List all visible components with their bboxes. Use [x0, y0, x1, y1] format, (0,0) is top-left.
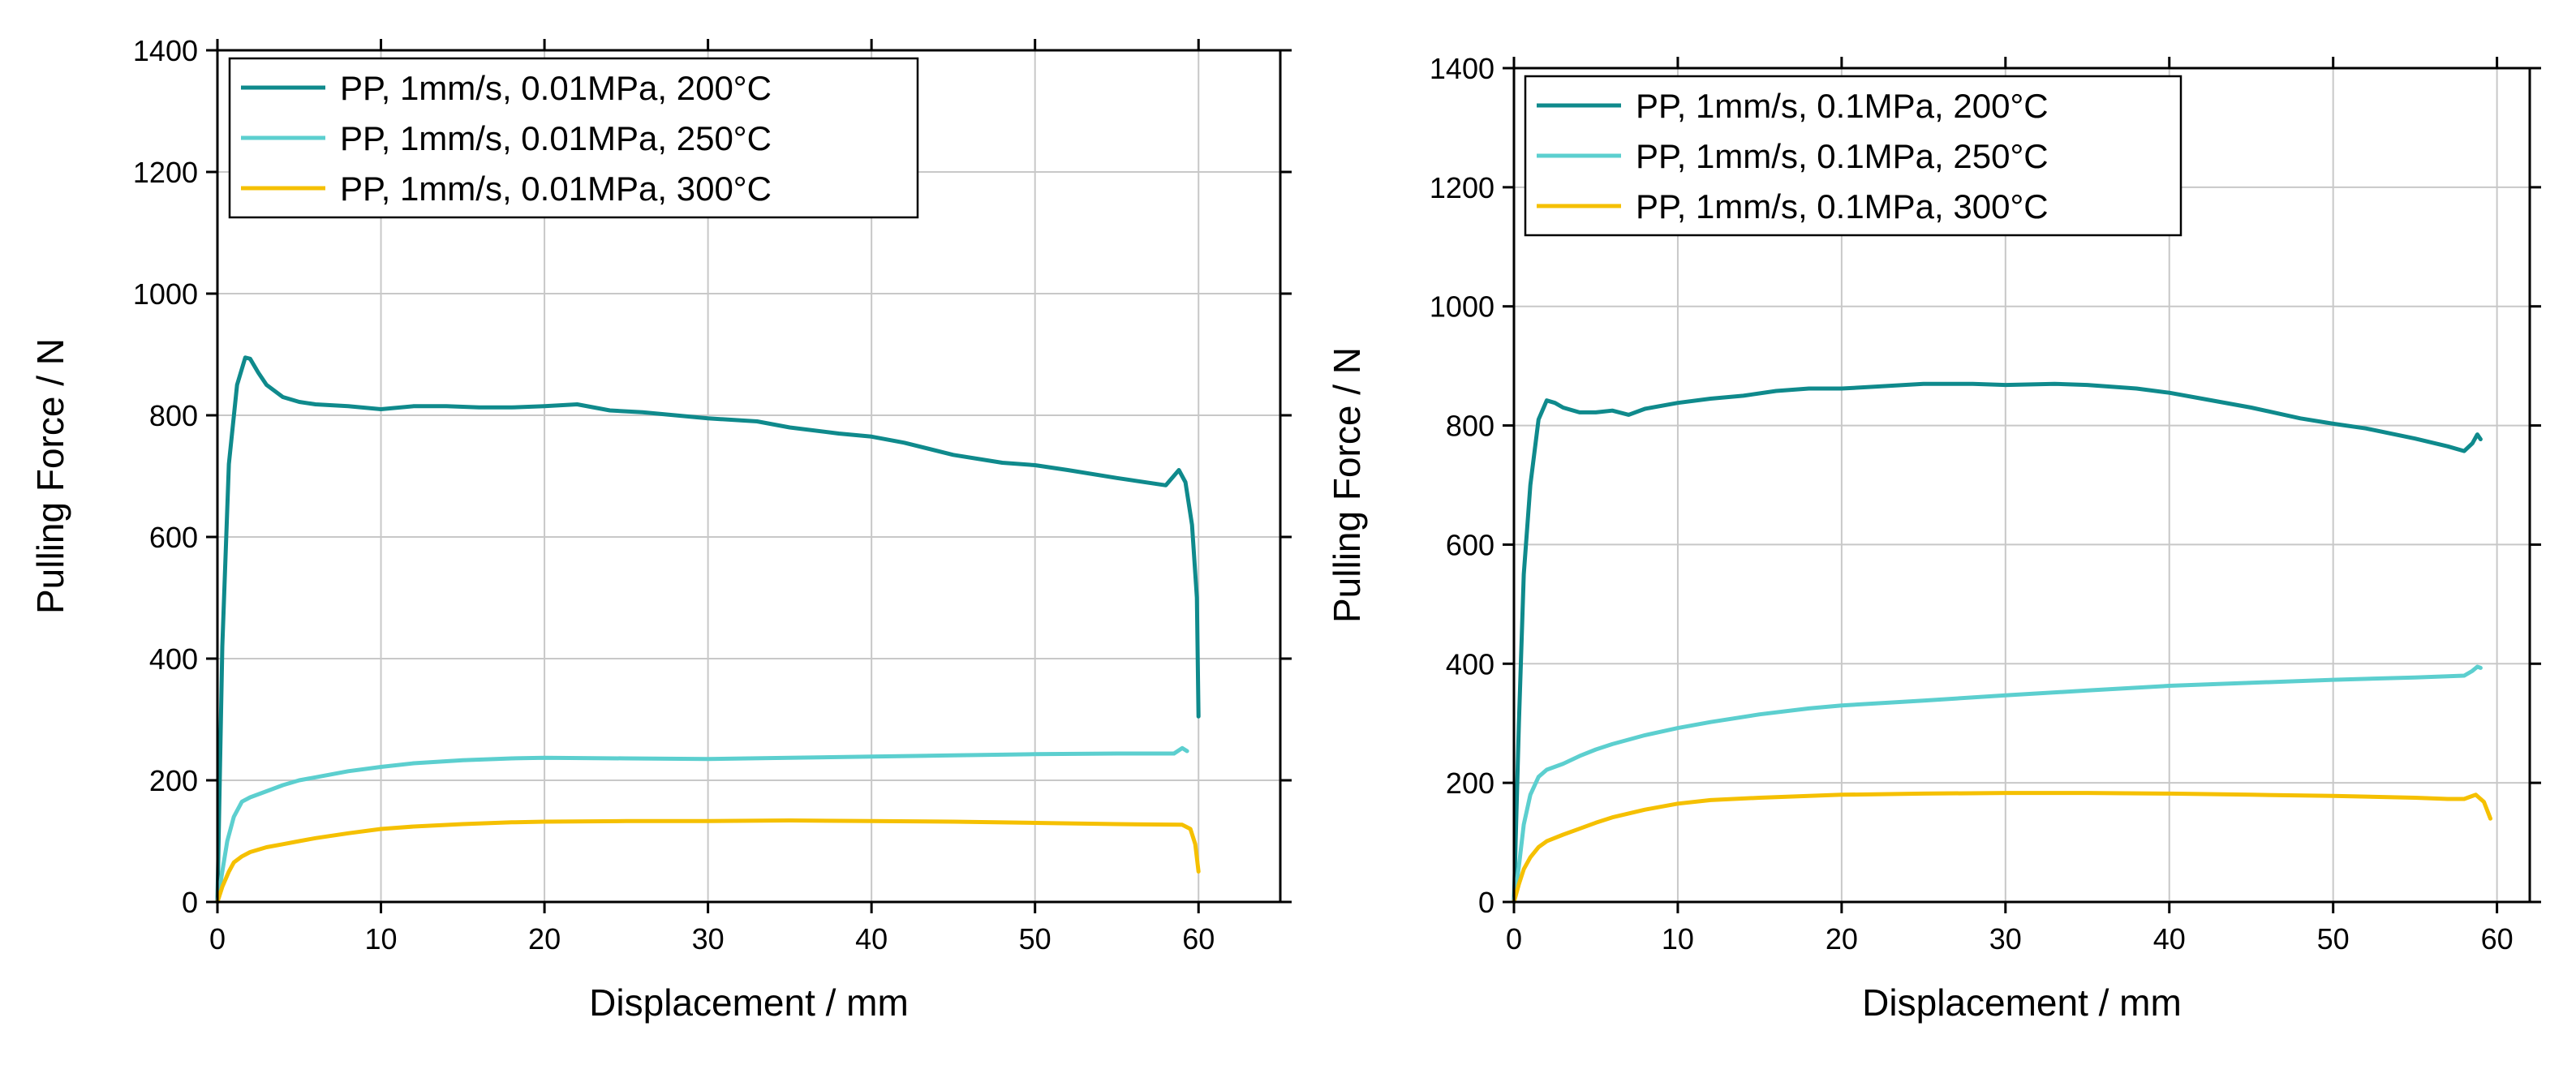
x-tick-label: 0	[1506, 922, 1522, 955]
plot-frame	[1512, 67, 2531, 904]
x-tick-label: 60	[1182, 922, 1215, 955]
x-tick-label: 10	[365, 922, 398, 955]
series-line-2	[215, 745, 1189, 904]
x-tick-label: 20	[528, 922, 561, 955]
x-axis-label: Displacement / mm	[1862, 981, 2182, 1024]
y-tick-label: 1400	[1430, 52, 1494, 85]
legend-label-2: PP, 1mm/s, 0.01MPa, 250°C	[340, 119, 772, 157]
series-group	[1512, 381, 2492, 904]
series-line-3	[215, 818, 1201, 904]
legend-label-2: PP, 1mm/s, 0.1MPa, 250°C	[1636, 137, 2049, 175]
x-tick-label: 20	[1826, 922, 1858, 955]
x-tick-label: 60	[2481, 922, 2514, 955]
x-tick-label: 30	[1989, 922, 2022, 955]
y-tick-label: 1000	[1430, 290, 1494, 324]
plot-frame	[216, 49, 1282, 904]
x-tick-label: 10	[1662, 922, 1694, 955]
legend: PP, 1mm/s, 0.01MPa, 200°C PP, 1mm/s, 0.01…	[228, 57, 919, 219]
series-line-1	[1512, 381, 2483, 904]
y-tick-label: 200	[1446, 767, 1494, 800]
legend-label-1: PP, 1mm/s, 0.1MPa, 200°C	[1636, 87, 2049, 125]
y-tick-label: 400	[1446, 647, 1494, 681]
right-panel: 0 10 20 30 40 50 600200400600800100012001400Di…	[1326, 52, 2541, 1024]
left-panel: 0 10 20 30 40 50 600200400600800100012001400Di…	[29, 34, 1292, 1024]
x-tick-label: 50	[2317, 922, 2350, 955]
legend: PP, 1mm/s, 0.1MPa, 200°C PP, 1mm/s, 0.1MP…	[1524, 75, 2183, 237]
y-axis-ticks: 0 200 400 600 800 1000 1200 1400	[133, 34, 1292, 919]
y-tick-label: 0	[1478, 886, 1494, 919]
x-tick-label: 0	[209, 922, 226, 955]
y-tick-label: 600	[149, 521, 198, 554]
legend-label-3: PP, 1mm/s, 0.1MPa, 300°C	[1636, 187, 2049, 225]
x-axis-label: Displacement / mm	[589, 981, 909, 1024]
legend-label-1: PP, 1mm/s, 0.01MPa, 200°C	[340, 69, 772, 107]
series-group	[215, 355, 1201, 904]
x-tick-label: 40	[855, 922, 888, 955]
legend-box	[1524, 75, 2183, 237]
x-tick-label: 40	[2153, 922, 2186, 955]
legend-label-3: PP, 1mm/s, 0.01MPa, 300°C	[340, 170, 772, 208]
legend-box	[228, 57, 919, 219]
y-tick-label: 0	[182, 886, 198, 919]
y-tick-label: 800	[149, 399, 198, 432]
x-tick-label: 30	[692, 922, 725, 955]
y-tick-label: 1200	[133, 156, 198, 189]
x-tick-label: 50	[1019, 922, 1051, 955]
y-tick-label: 1000	[133, 277, 198, 311]
y-tick-label: 800	[1446, 410, 1494, 443]
series-line-1	[215, 355, 1201, 904]
x-axis-ticks: 0 10 20 30 40 50 60	[209, 39, 1215, 955]
y-axis-label: Pulling Force / N	[29, 338, 71, 614]
y-tick-label: 1200	[1430, 171, 1494, 204]
y-axis-ticks: 0 200 400 600 800 1000 1200 1400	[1430, 52, 2541, 919]
x-axis-ticks: 0 10 20 30 40 50 60	[1506, 57, 2514, 955]
series-line-2	[1512, 664, 2483, 904]
y-tick-label: 1400	[133, 34, 198, 67]
y-tick-label: 400	[149, 642, 198, 676]
series-line-3	[1512, 791, 2492, 904]
y-axis-label: Pulling Force / N	[1326, 347, 1368, 623]
y-tick-label: 200	[149, 764, 198, 797]
y-tick-label: 600	[1446, 528, 1494, 561]
